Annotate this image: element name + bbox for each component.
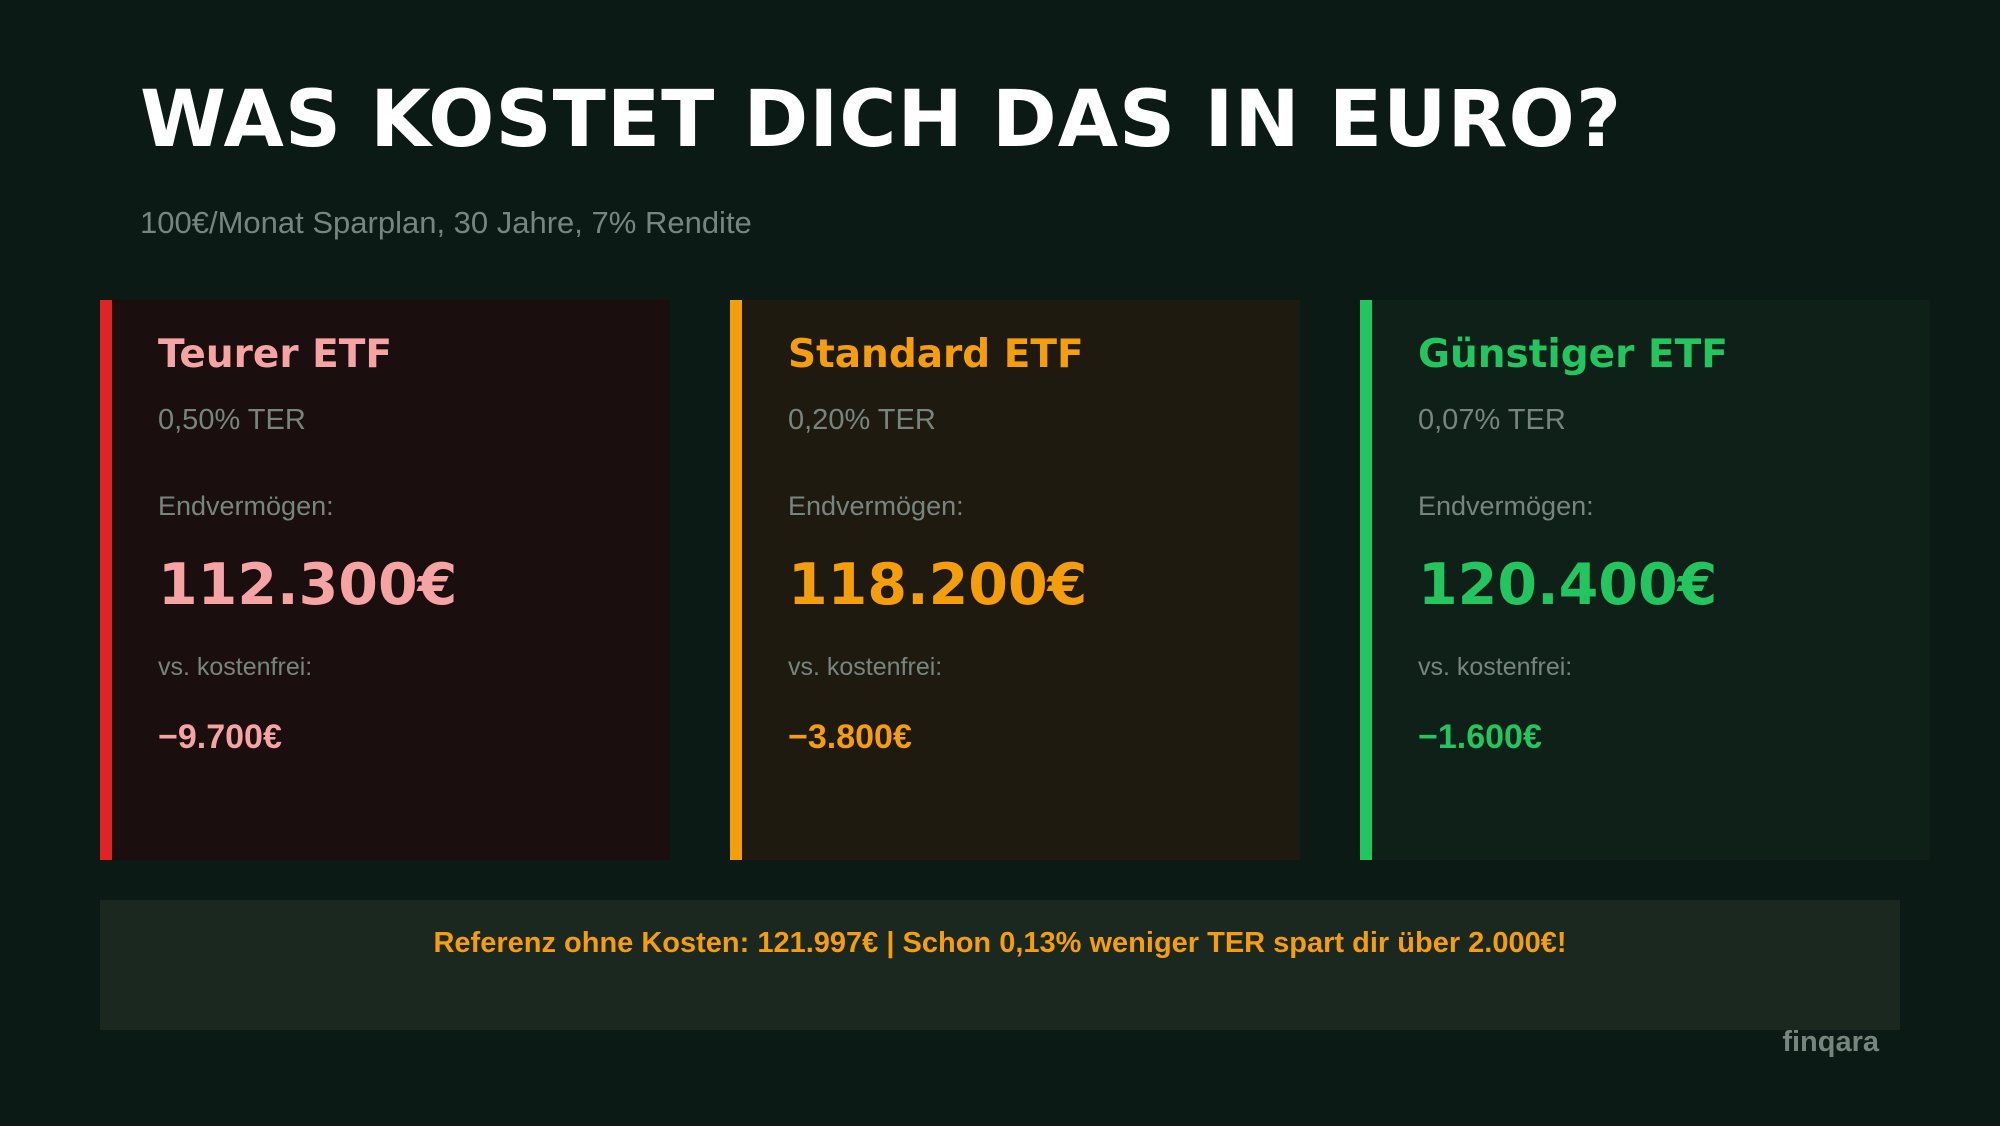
end-value: 118.200€ <box>788 552 1088 618</box>
difference-label: vs. kostenfrei: <box>158 653 313 681</box>
card-title: Günstiger ETF <box>1418 332 1728 377</box>
card-ter: 0,07% TER <box>1418 404 1566 436</box>
difference-value: −9.700€ <box>158 718 282 756</box>
summary-banner: Referenz ohne Kosten: 121.997€ | Schon 0… <box>100 900 1900 1030</box>
card-title: Standard ETF <box>788 332 1084 377</box>
difference-value: −3.800€ <box>788 718 912 756</box>
card-standard-etf: Standard ETF 0,20% TER Endvermögen: 118.… <box>730 300 1300 860</box>
end-value: 120.400€ <box>1418 552 1718 618</box>
end-value-label: Endvermögen: <box>788 491 964 521</box>
page-title: WAS KOSTET DICH DAS IN EURO? <box>140 75 1623 165</box>
difference-label: vs. kostenfrei: <box>1418 653 1573 681</box>
card-guenstiger-etf: Günstiger ETF 0,07% TER Endvermögen: 120… <box>1360 300 1930 860</box>
difference-label: vs. kostenfrei: <box>788 653 943 681</box>
end-value-label: Endvermögen: <box>158 491 334 521</box>
card-ter: 0,20% TER <box>788 404 936 436</box>
brand-logo: finqara <box>1782 1026 1879 1058</box>
card-teurer-etf: Teurer ETF 0,50% TER Endvermögen: 112.30… <box>100 300 670 860</box>
page-subtitle: 100€/Monat Sparplan, 30 Jahre, 7% Rendit… <box>140 205 752 240</box>
card-title: Teurer ETF <box>158 332 393 377</box>
difference-value: −1.600€ <box>1418 718 1542 756</box>
summary-text: Referenz ohne Kosten: 121.997€ | Schon 0… <box>433 927 1567 959</box>
end-value-label: Endvermögen: <box>1418 491 1594 521</box>
end-value: 112.300€ <box>158 552 458 618</box>
card-ter: 0,50% TER <box>158 404 306 436</box>
